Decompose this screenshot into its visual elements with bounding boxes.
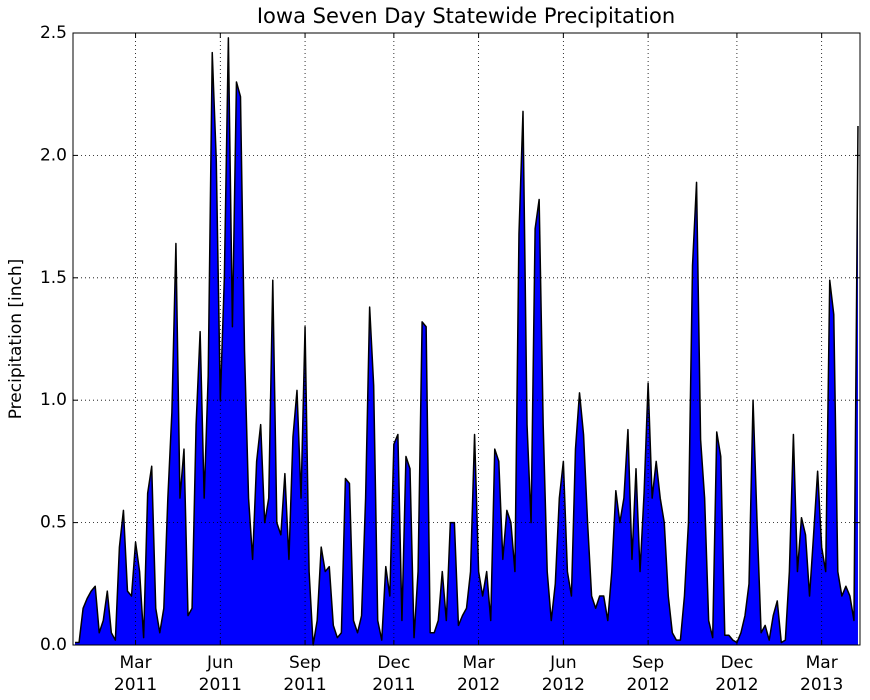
- x-tick-label: Mar 2012: [456, 653, 501, 695]
- y-axis-label: Precipitation [inch]: [6, 259, 26, 420]
- x-tick-label: Mar 2013: [800, 653, 844, 695]
- y-tick-label: 0.0: [40, 635, 67, 655]
- x-tick-label: Jun 2011: [198, 653, 242, 695]
- x-tick-label: Sep 2012: [626, 653, 670, 695]
- chart-title: Iowa Seven Day Statewide Precipitation: [257, 4, 675, 28]
- x-tick-label: Dec 2012: [715, 653, 759, 695]
- y-tick-label: 1.0: [40, 390, 67, 410]
- y-tick-label: 1.5: [40, 268, 67, 288]
- x-tick-label: Dec 2011: [372, 653, 416, 695]
- y-tick-label: 2.0: [40, 145, 67, 165]
- x-tick-label: Jun 2012: [541, 653, 585, 695]
- y-tick-label: 0.5: [40, 513, 67, 533]
- area-fill: [75, 37, 858, 645]
- x-tick-label: Mar 2011: [113, 653, 158, 695]
- y-tick-label: 2.5: [40, 23, 67, 43]
- area-line: [75, 37, 859, 646]
- x-tick-label: Sep 2011: [283, 653, 327, 695]
- plot-frame: [72, 32, 861, 646]
